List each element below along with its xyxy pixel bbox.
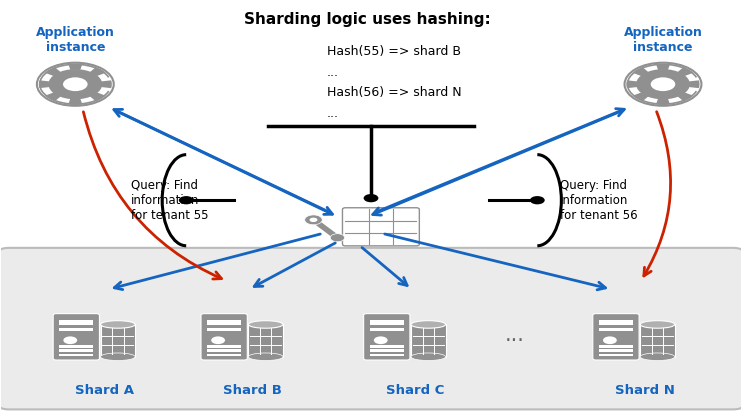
Text: Query: Find
information
for tenant 55: Query: Find information for tenant 55	[131, 179, 209, 222]
Wedge shape	[90, 67, 105, 76]
Bar	[411, 324, 446, 357]
Wedge shape	[68, 64, 82, 70]
Text: Application
instance: Application instance	[36, 26, 115, 54]
Wedge shape	[689, 80, 700, 88]
Text: ...: ...	[326, 107, 338, 120]
Bar	[207, 345, 241, 348]
Wedge shape	[68, 98, 82, 105]
Bar	[100, 324, 135, 357]
Ellipse shape	[411, 321, 446, 328]
Wedge shape	[656, 64, 670, 70]
Bar	[59, 345, 93, 348]
Bar	[370, 354, 404, 356]
Text: Shard C: Shard C	[386, 384, 444, 397]
Ellipse shape	[640, 321, 674, 328]
Bar	[370, 345, 404, 348]
Circle shape	[625, 63, 701, 106]
Circle shape	[179, 196, 194, 204]
Bar	[207, 354, 241, 356]
FancyBboxPatch shape	[364, 314, 410, 360]
Bar	[59, 354, 93, 356]
Circle shape	[37, 63, 114, 106]
Bar	[370, 320, 404, 325]
FancyBboxPatch shape	[53, 314, 99, 360]
Circle shape	[636, 69, 690, 99]
Bar	[59, 349, 93, 352]
Ellipse shape	[100, 321, 135, 328]
Wedge shape	[45, 67, 61, 76]
Wedge shape	[39, 80, 50, 88]
Wedge shape	[45, 92, 61, 101]
FancyBboxPatch shape	[343, 208, 419, 246]
Text: Shard N: Shard N	[614, 384, 674, 397]
Bar	[59, 320, 93, 325]
FancyBboxPatch shape	[201, 314, 247, 360]
Ellipse shape	[640, 353, 674, 361]
Wedge shape	[101, 80, 112, 88]
Wedge shape	[677, 92, 693, 101]
Wedge shape	[90, 92, 105, 101]
Wedge shape	[633, 67, 649, 76]
Text: Query: Find
information
for tenant 56: Query: Find information for tenant 56	[559, 179, 637, 222]
Text: Sharding logic uses hashing:: Sharding logic uses hashing:	[244, 12, 490, 27]
Text: Shard B: Shard B	[223, 384, 282, 397]
Bar	[599, 354, 633, 356]
FancyBboxPatch shape	[0, 248, 742, 409]
Bar	[249, 324, 283, 357]
Bar	[59, 328, 93, 331]
Bar	[370, 349, 404, 352]
Circle shape	[330, 234, 344, 242]
Circle shape	[603, 337, 617, 344]
Circle shape	[309, 218, 318, 222]
Ellipse shape	[249, 353, 283, 361]
Circle shape	[364, 194, 378, 202]
Text: Shard A: Shard A	[76, 384, 134, 397]
Circle shape	[374, 337, 387, 344]
Ellipse shape	[411, 353, 446, 361]
Text: ...: ...	[326, 65, 338, 78]
Circle shape	[651, 77, 675, 91]
Bar	[207, 320, 241, 325]
Circle shape	[305, 215, 322, 225]
Bar	[599, 345, 633, 348]
Text: Hash(56) => shard N: Hash(56) => shard N	[326, 86, 462, 99]
Wedge shape	[677, 67, 693, 76]
Text: Application
instance: Application instance	[623, 26, 703, 54]
Wedge shape	[626, 80, 637, 88]
Bar	[370, 328, 404, 331]
Text: Hash(55) => shard B: Hash(55) => shard B	[326, 45, 461, 58]
Bar	[599, 349, 633, 352]
Ellipse shape	[100, 353, 135, 361]
Circle shape	[63, 337, 77, 344]
Wedge shape	[633, 92, 649, 101]
Circle shape	[211, 337, 225, 344]
Bar	[599, 320, 633, 325]
Circle shape	[63, 77, 88, 91]
Circle shape	[530, 196, 545, 204]
Bar	[207, 328, 241, 331]
Circle shape	[48, 69, 102, 99]
Bar	[640, 324, 674, 357]
Bar	[207, 349, 241, 352]
Ellipse shape	[249, 321, 283, 328]
Wedge shape	[656, 98, 670, 105]
Bar	[599, 328, 633, 331]
FancyBboxPatch shape	[593, 314, 639, 360]
Text: ...: ...	[505, 325, 525, 345]
